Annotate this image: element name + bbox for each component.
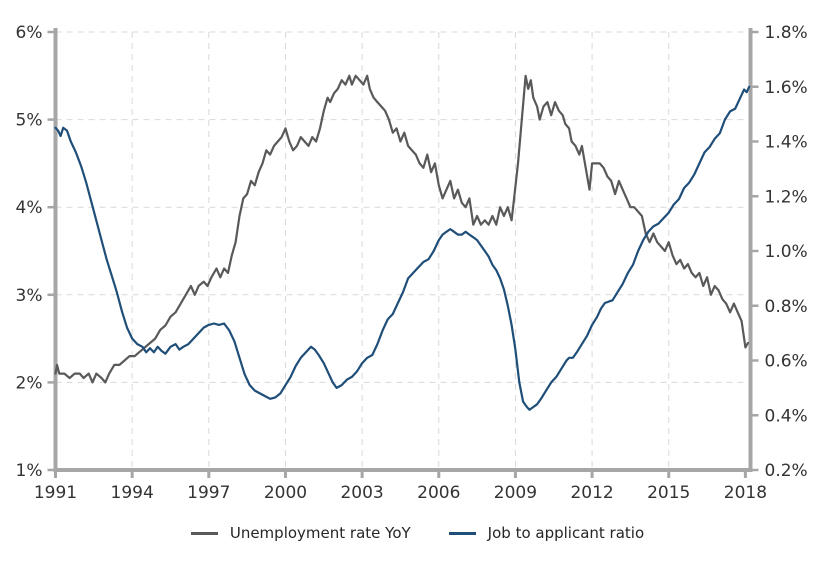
legend-swatch-job-to-applicant-ratio bbox=[448, 531, 476, 535]
legend-swatch-unemployment-rate bbox=[190, 531, 218, 535]
x-axis-tick-label: 1997 bbox=[187, 483, 230, 503]
right-axis-tick-label: 0.6% bbox=[765, 352, 808, 372]
right-axis-tick-label: 0.2% bbox=[765, 461, 808, 481]
series-line-job-to-applicant-ratio bbox=[54, 85, 751, 411]
x-axis-tick-label: 2006 bbox=[417, 483, 460, 503]
right-axis-tick-label: 1.6% bbox=[765, 78, 808, 98]
legend-label-unemployment-rate: Unemployment rate YoY bbox=[229, 524, 411, 542]
x-axis-tick-label: 2012 bbox=[570, 483, 613, 503]
left-axis-tick-label: 3% bbox=[16, 286, 43, 306]
right-axis-tick-label: 1.2% bbox=[765, 187, 808, 207]
x-axis-tick-label: 2018 bbox=[724, 483, 767, 503]
right-axis-tick-label: 0.8% bbox=[765, 297, 808, 317]
x-axis-tick-label: 2003 bbox=[340, 483, 383, 503]
right-axis-tick-label: 1.8% bbox=[765, 23, 808, 43]
x-axis-tick-label: 2009 bbox=[494, 483, 537, 503]
right-axis-tick-label: 0.4% bbox=[765, 406, 808, 426]
chart-legend: Unemployment rate YoY Job to applicant r… bbox=[0, 524, 835, 542]
x-axis-tick-label: 1991 bbox=[34, 483, 77, 503]
legend-item-job-to-applicant-ratio: Job to applicant ratio bbox=[448, 524, 645, 542]
right-axis-tick-label: 1.0% bbox=[765, 242, 808, 262]
right-axis-tick-label: 1.4% bbox=[765, 133, 808, 153]
series-line-unemployment-rate-yoy bbox=[54, 74, 750, 384]
left-axis-tick-label: 4% bbox=[16, 198, 43, 218]
left-axis-tick-label: 2% bbox=[16, 373, 43, 393]
legend-label-job-to-applicant-ratio: Job to applicant ratio bbox=[487, 524, 645, 542]
legend-item-unemployment-rate: Unemployment rate YoY bbox=[190, 524, 411, 542]
left-axis-tick-label: 6% bbox=[16, 23, 43, 43]
x-axis-tick-label: 2015 bbox=[647, 483, 690, 503]
x-axis-tick-label: 2000 bbox=[264, 483, 307, 503]
left-axis-tick-label: 1% bbox=[16, 461, 43, 481]
x-axis-tick-label: 1994 bbox=[111, 483, 154, 503]
left-axis-tick-label: 5% bbox=[16, 111, 43, 131]
